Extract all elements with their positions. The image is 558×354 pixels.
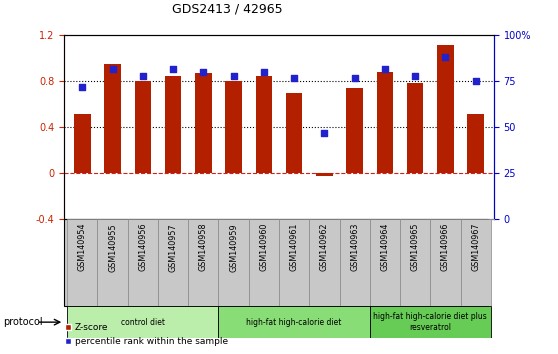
Bar — [74, 114, 90, 173]
Point — [471, 79, 480, 84]
Bar — [195, 73, 211, 173]
Point — [169, 66, 177, 72]
Text: GDS2413 / 42965: GDS2413 / 42965 — [172, 3, 283, 16]
Bar — [370, 219, 400, 306]
Bar — [225, 81, 242, 173]
Bar — [158, 219, 188, 306]
Text: control diet: control diet — [121, 318, 165, 327]
Point — [138, 73, 147, 79]
Bar — [279, 219, 309, 306]
Bar — [67, 219, 98, 306]
Point — [259, 69, 268, 75]
Point — [350, 75, 359, 81]
Point — [78, 84, 87, 90]
Bar — [249, 219, 279, 306]
Text: GSM140957: GSM140957 — [169, 223, 177, 272]
Bar — [286, 93, 302, 173]
Bar — [309, 219, 339, 306]
Bar — [219, 306, 370, 338]
Text: GSM140955: GSM140955 — [108, 223, 117, 272]
Bar — [104, 64, 121, 173]
Bar — [347, 88, 363, 173]
Legend: Z-score, percentile rank within the sample: Z-score, percentile rank within the samp… — [60, 320, 232, 349]
Point — [229, 73, 238, 79]
Bar — [134, 81, 151, 173]
Text: GSM140961: GSM140961 — [290, 223, 299, 271]
Text: GSM140966: GSM140966 — [441, 223, 450, 271]
Text: GSM140958: GSM140958 — [199, 223, 208, 272]
Text: protocol: protocol — [3, 317, 42, 327]
Bar — [128, 219, 158, 306]
Text: GSM140956: GSM140956 — [138, 223, 147, 272]
Text: high-fat high-calorie diet plus
resveratrol: high-fat high-calorie diet plus resverat… — [373, 313, 487, 332]
Point — [108, 66, 117, 72]
Point — [199, 69, 208, 75]
Text: GSM140965: GSM140965 — [411, 223, 420, 272]
Point — [290, 75, 299, 81]
Bar — [430, 219, 460, 306]
Bar — [188, 219, 219, 306]
Bar — [339, 219, 370, 306]
Text: high-fat high-calorie diet: high-fat high-calorie diet — [247, 318, 342, 327]
Bar — [67, 306, 219, 338]
Text: GSM140964: GSM140964 — [381, 223, 389, 271]
Bar — [460, 219, 491, 306]
Bar — [370, 306, 491, 338]
Bar — [316, 173, 333, 176]
Bar — [219, 219, 249, 306]
Point — [441, 55, 450, 60]
Text: GSM140954: GSM140954 — [78, 223, 87, 272]
Point — [411, 73, 420, 79]
Bar — [256, 76, 272, 173]
Text: GSM140962: GSM140962 — [320, 223, 329, 272]
Bar — [165, 76, 181, 173]
Text: GSM140963: GSM140963 — [350, 223, 359, 271]
Text: GSM140959: GSM140959 — [229, 223, 238, 272]
Bar — [468, 114, 484, 173]
Bar — [98, 219, 128, 306]
Point — [381, 66, 389, 72]
Bar — [407, 82, 424, 173]
Point — [320, 130, 329, 136]
Text: GSM140967: GSM140967 — [471, 223, 480, 272]
Bar — [400, 219, 430, 306]
Bar — [377, 72, 393, 173]
Bar — [437, 45, 454, 173]
Text: GSM140960: GSM140960 — [259, 223, 268, 271]
